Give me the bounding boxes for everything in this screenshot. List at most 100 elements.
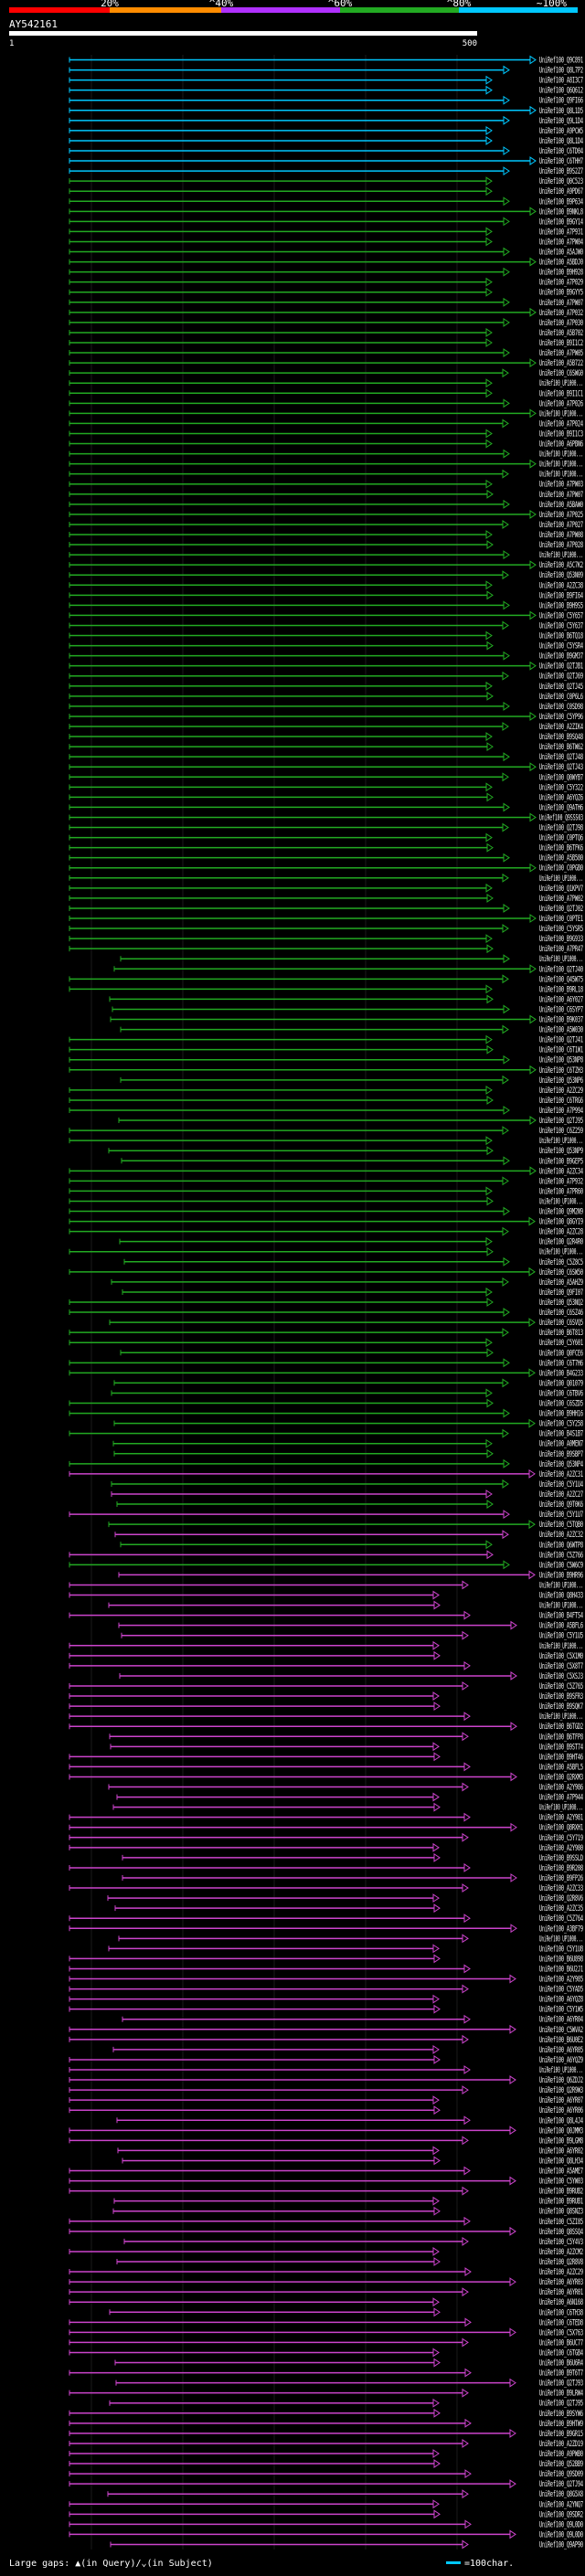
hit-label[interactable]: UniRef100_A2ZC31 [539, 1470, 583, 1479]
hit-label[interactable]: UniRef100_B9GYY5 [539, 289, 583, 298]
hit-label[interactable]: UniRef100_A2ZC35 [539, 1904, 583, 1913]
hit-label[interactable]: UniRef100_A7P026 [539, 399, 583, 408]
hit-label[interactable]: UniRef100_A5BFL6 [539, 1622, 583, 1631]
hit-label[interactable]: UniRef100_B6UC77 [539, 2338, 583, 2348]
hit-label[interactable]: UniRef100_A9PD67 [539, 187, 583, 196]
hit-label[interactable]: UniRef100_Q8H433 [539, 1592, 583, 1601]
hit-label[interactable]: UniRef100_B9HR96 [539, 1571, 583, 1580]
hit-label[interactable]: UniRef100_Q9SDR2 [539, 2510, 583, 2519]
hit-label[interactable]: UniRef100_B9GY14 [539, 217, 583, 227]
hit-label[interactable]: UniRef100_UP1000... [539, 451, 583, 460]
hit-label[interactable]: UniRef100_Q0FCE6 [539, 1349, 583, 1358]
hit-label[interactable]: UniRef100_Q0JMM3 [539, 2126, 583, 2136]
hit-label[interactable]: UniRef100_C5Y1U4 [539, 1480, 583, 1489]
hit-label[interactable]: UniRef100_C0PGB0 [539, 864, 583, 874]
hit-label[interactable]: UniRef100_A7PW07 [539, 491, 583, 500]
hit-label[interactable]: UniRef100_Q8LH34 [539, 2157, 583, 2166]
hit-label[interactable]: UniRef100_Q2TJ45 [539, 683, 583, 692]
hit-label[interactable]: UniRef100_C5YSR4 [539, 642, 583, 652]
hit-label[interactable]: UniRef100_C0PTE1 [539, 915, 583, 924]
hit-label[interactable]: UniRef100_A7PR47 [539, 945, 583, 954]
hit-label[interactable]: UniRef100_B9H9S5 [539, 601, 583, 610]
hit-label[interactable]: UniRef100_C6T1W1 [539, 1046, 583, 1055]
hit-label[interactable]: UniRef100_A7PR60 [539, 1187, 583, 1196]
hit-label[interactable]: UniRef100_Q2TJ43 [539, 763, 583, 772]
hit-label[interactable]: UniRef100_UP1000... [539, 461, 583, 470]
hit-label[interactable]: UniRef100_A2ZC33 [539, 1884, 583, 1893]
hit-label[interactable]: UniRef100_A7P029 [539, 279, 583, 288]
hit-label[interactable]: UniRef100_C5W6C9 [539, 1561, 583, 1570]
hit-label[interactable]: UniRef100_UP1000... [539, 1197, 583, 1206]
hit-label[interactable]: UniRef100_C6TD04 [539, 147, 583, 156]
hit-label[interactable]: UniRef100_Q6ZDJ2 [539, 2076, 583, 2085]
hit-label[interactable]: UniRef100_C5Z766 [539, 1551, 583, 1560]
hit-label[interactable]: UniRef100_Q8RXH1 [539, 1824, 583, 1833]
hit-label[interactable]: UniRef100_A7P931 [539, 228, 583, 237]
hit-label[interactable]: UniRef100_A7P024 [539, 419, 583, 429]
hit-label[interactable]: UniRef100_Q2TJ41 [539, 1036, 583, 1045]
hit-label[interactable]: UniRef100_Q2R8V8 [539, 2258, 583, 2267]
hit-label[interactable]: UniRef100_C6SVQ5 [539, 1319, 583, 1328]
hit-label[interactable]: UniRef100_A5BAW0 [539, 501, 583, 510]
hit-label[interactable]: UniRef100_Q2TJ48 [539, 753, 583, 762]
hit-label[interactable]: UniRef100_C0PTQ6 [539, 834, 583, 843]
hit-label[interactable]: UniRef100_Q9M2N9 [539, 1208, 583, 1217]
hit-label[interactable]: UniRef100_A7PW03 [539, 481, 583, 490]
hit-label[interactable]: UniRef100_Q9L0D0 [539, 2520, 583, 2529]
hit-label[interactable]: UniRef100_B6T813 [539, 1329, 583, 1338]
hit-label[interactable]: UniRef100_A2ZIK4 [539, 723, 583, 732]
hit-label[interactable]: UniRef100_B9SQK7 [539, 1702, 583, 1712]
hit-label[interactable]: UniRef100_UP1000... [539, 551, 583, 560]
hit-label[interactable]: UniRef100_B9RUB1 [539, 2198, 583, 2207]
hit-label[interactable]: UniRef100_Q8G5X8 [539, 2490, 583, 2499]
hit-label[interactable]: UniRef100_A3BF79 [539, 1924, 583, 1934]
hit-label[interactable]: UniRef100_UP1000... [539, 1935, 583, 1944]
hit-label[interactable]: UniRef100_C5YSR5 [539, 925, 583, 934]
hit-label[interactable]: UniRef100_C5X1M0 [539, 1652, 583, 1661]
hit-label[interactable]: UniRef100_B9H928 [539, 269, 583, 278]
hit-label[interactable]: UniRef100_UP1000... [539, 471, 583, 480]
hit-label[interactable]: UniRef100_A5C7K2 [539, 561, 583, 570]
hit-label[interactable]: UniRef100_UP1000... [539, 1642, 583, 1651]
hit-label[interactable]: UniRef100_A7P027 [539, 521, 583, 530]
hit-label[interactable]: UniRef100_B9R208 [539, 1864, 583, 1873]
hit-label[interactable]: UniRef100_C6SW50 [539, 1268, 583, 1277]
hit-label[interactable]: UniRef100_A6PBN6 [539, 440, 583, 450]
hit-label[interactable]: UniRef100_Q8L4J4 [539, 2116, 583, 2125]
hit-label[interactable]: UniRef100_A2YNQ7 [539, 2500, 583, 2509]
hit-label[interactable]: UniRef100_B6TGD2 [539, 1723, 583, 1732]
hit-label[interactable]: UniRef100_A7PW05 [539, 349, 583, 358]
hit-label[interactable]: UniRef100_B9HT46 [539, 1753, 583, 1762]
hit-label[interactable]: UniRef100_B6U6R4 [539, 2359, 583, 2369]
hit-label[interactable]: UniRef100_A2Y980 [539, 1844, 583, 1853]
hit-label[interactable]: UniRef100_B9GEP5 [539, 1157, 583, 1166]
hit-label[interactable]: UniRef100_A6YR02 [539, 2147, 583, 2156]
hit-label[interactable]: UniRef100_C5Y657 [539, 611, 583, 620]
hit-label[interactable]: UniRef100_C5Y601 [539, 1339, 583, 1348]
hit-label[interactable]: UniRef100_Q8L1D5 [539, 107, 583, 116]
hit-label[interactable]: UniRef100_A2ZC29 [539, 1087, 583, 1096]
hit-label[interactable]: UniRef100_Q2R8V6 [539, 1894, 583, 1903]
hit-label[interactable]: UniRef100_A2ZC34 [539, 1167, 583, 1176]
hit-label[interactable]: UniRef100_Q2RXM3 [539, 1773, 583, 1782]
hit-label[interactable]: UniRef100_B9I1C1 [539, 389, 583, 398]
hit-label[interactable]: UniRef100_B9GM37 [539, 652, 583, 662]
hit-label[interactable]: UniRef100_A2Y981 [539, 1814, 583, 1823]
hit-label[interactable]: UniRef100_Q1KPV7 [539, 885, 583, 894]
hit-label[interactable]: UniRef100_B9SFR3 [539, 1692, 583, 1701]
hit-label[interactable]: UniRef100_A7P028 [539, 541, 583, 550]
hit-label[interactable]: UniRef100_B9NKL8 [539, 207, 583, 217]
hit-label[interactable]: UniRef100_A2ZD19 [539, 2440, 583, 2449]
hit-label[interactable]: UniRef100_A5B722 [539, 359, 583, 368]
hit-label[interactable]: UniRef100_B6TFP8 [539, 1733, 583, 1742]
hit-label[interactable]: UniRef100_B4FTS4 [539, 1612, 583, 1621]
hit-label[interactable]: UniRef100_B9RL18 [539, 985, 583, 994]
hit-label[interactable]: UniRef100_Q53NP9 [539, 1147, 583, 1156]
hit-label[interactable]: UniRef100_Q2TJ98 [539, 824, 583, 833]
hit-label[interactable]: UniRef100_A5AME7 [539, 2168, 583, 2177]
hit-label[interactable]: UniRef100_Q9L1D4 [539, 117, 583, 126]
hit-label[interactable]: UniRef100_C6TGB4 [539, 2348, 583, 2358]
hit-label[interactable]: UniRef100_A6Y027 [539, 995, 583, 1004]
hit-label[interactable]: UniRef100_B4S1B7 [539, 1430, 583, 1439]
hit-label[interactable]: UniRef100_B9HH16 [539, 1410, 583, 1419]
